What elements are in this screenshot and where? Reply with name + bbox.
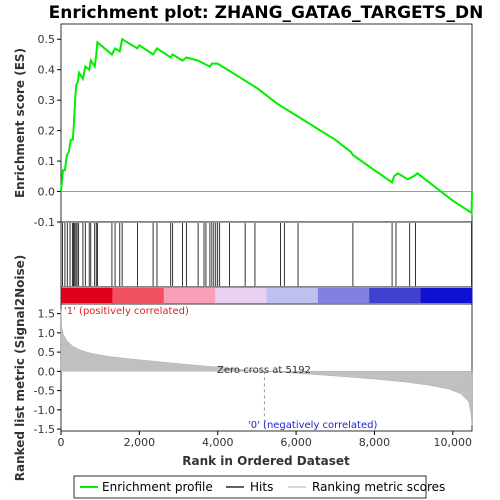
zero-cross-label: Zero cross at 5192 xyxy=(217,365,311,376)
colorbar-segment xyxy=(369,288,422,303)
x-tick-label: 10,000 xyxy=(434,436,473,449)
legend-label-enrichment: Enrichment profile xyxy=(102,480,213,494)
legend-label-hits: Hits xyxy=(250,480,273,494)
colorbar-segment xyxy=(266,288,319,303)
es-ytick-label: 0.4 xyxy=(38,64,56,77)
x-axis-label: Rank in Ordered Dataset xyxy=(182,454,350,468)
es-ytick-label: 0.2 xyxy=(38,125,56,138)
es-ytick-label: 0.0 xyxy=(38,186,56,199)
colorbar-segment xyxy=(163,288,216,303)
ranking-metric-area xyxy=(60,309,473,426)
x-tick-label: 2,000 xyxy=(124,436,156,449)
negative-correlation-label: '0' (negatively correlated) xyxy=(248,420,377,431)
x-tick-label: 4,000 xyxy=(202,436,234,449)
es-panel-frame xyxy=(60,23,473,223)
x-tick-label: 0 xyxy=(58,436,65,449)
metric-ytick-label: -0.5 xyxy=(34,385,55,398)
metric-ytick-label: 1.0 xyxy=(38,327,56,340)
es-ytick-label: 0.5 xyxy=(38,33,56,46)
colorbar-segment xyxy=(317,288,370,303)
positive-correlation-label: '1' (positively correlated) xyxy=(64,306,189,317)
hits-panel-frame xyxy=(60,221,473,288)
metric-ytick-label: -1.5 xyxy=(34,423,55,436)
colorbar-segment xyxy=(61,288,113,303)
es-axis-label: Enrichment score (ES) xyxy=(13,48,27,198)
es-ytick-label: 0.3 xyxy=(38,94,56,107)
x-tick-label: 8,000 xyxy=(359,436,391,449)
es-ytick-label: -0.1 xyxy=(34,216,55,229)
es-ytick-label: 0.1 xyxy=(38,155,56,168)
metric-ytick-label: 0.0 xyxy=(38,365,56,378)
colorbar-segment xyxy=(215,288,267,303)
metric-ytick-label: -1.0 xyxy=(34,404,55,417)
x-tick-label: 6,000 xyxy=(280,436,312,449)
metric-ytick-label: 0.5 xyxy=(38,346,56,359)
metric-ytick-label: 1.5 xyxy=(38,308,56,321)
metric-axis-label: Ranked list metric (Signal2Noise) xyxy=(13,255,27,482)
colorbar-segment xyxy=(112,288,165,303)
enrichment-profile-line xyxy=(60,37,473,215)
legend-label-ranking: Ranking metric scores xyxy=(312,480,445,494)
chart-title: Enrichment plot: ZHANG_GATA6_TARGETS_DN xyxy=(49,3,484,23)
legend: Enrichment profile Hits Ranking metric s… xyxy=(73,475,445,499)
legend-box xyxy=(73,475,427,499)
colorbar-segment xyxy=(420,288,473,303)
